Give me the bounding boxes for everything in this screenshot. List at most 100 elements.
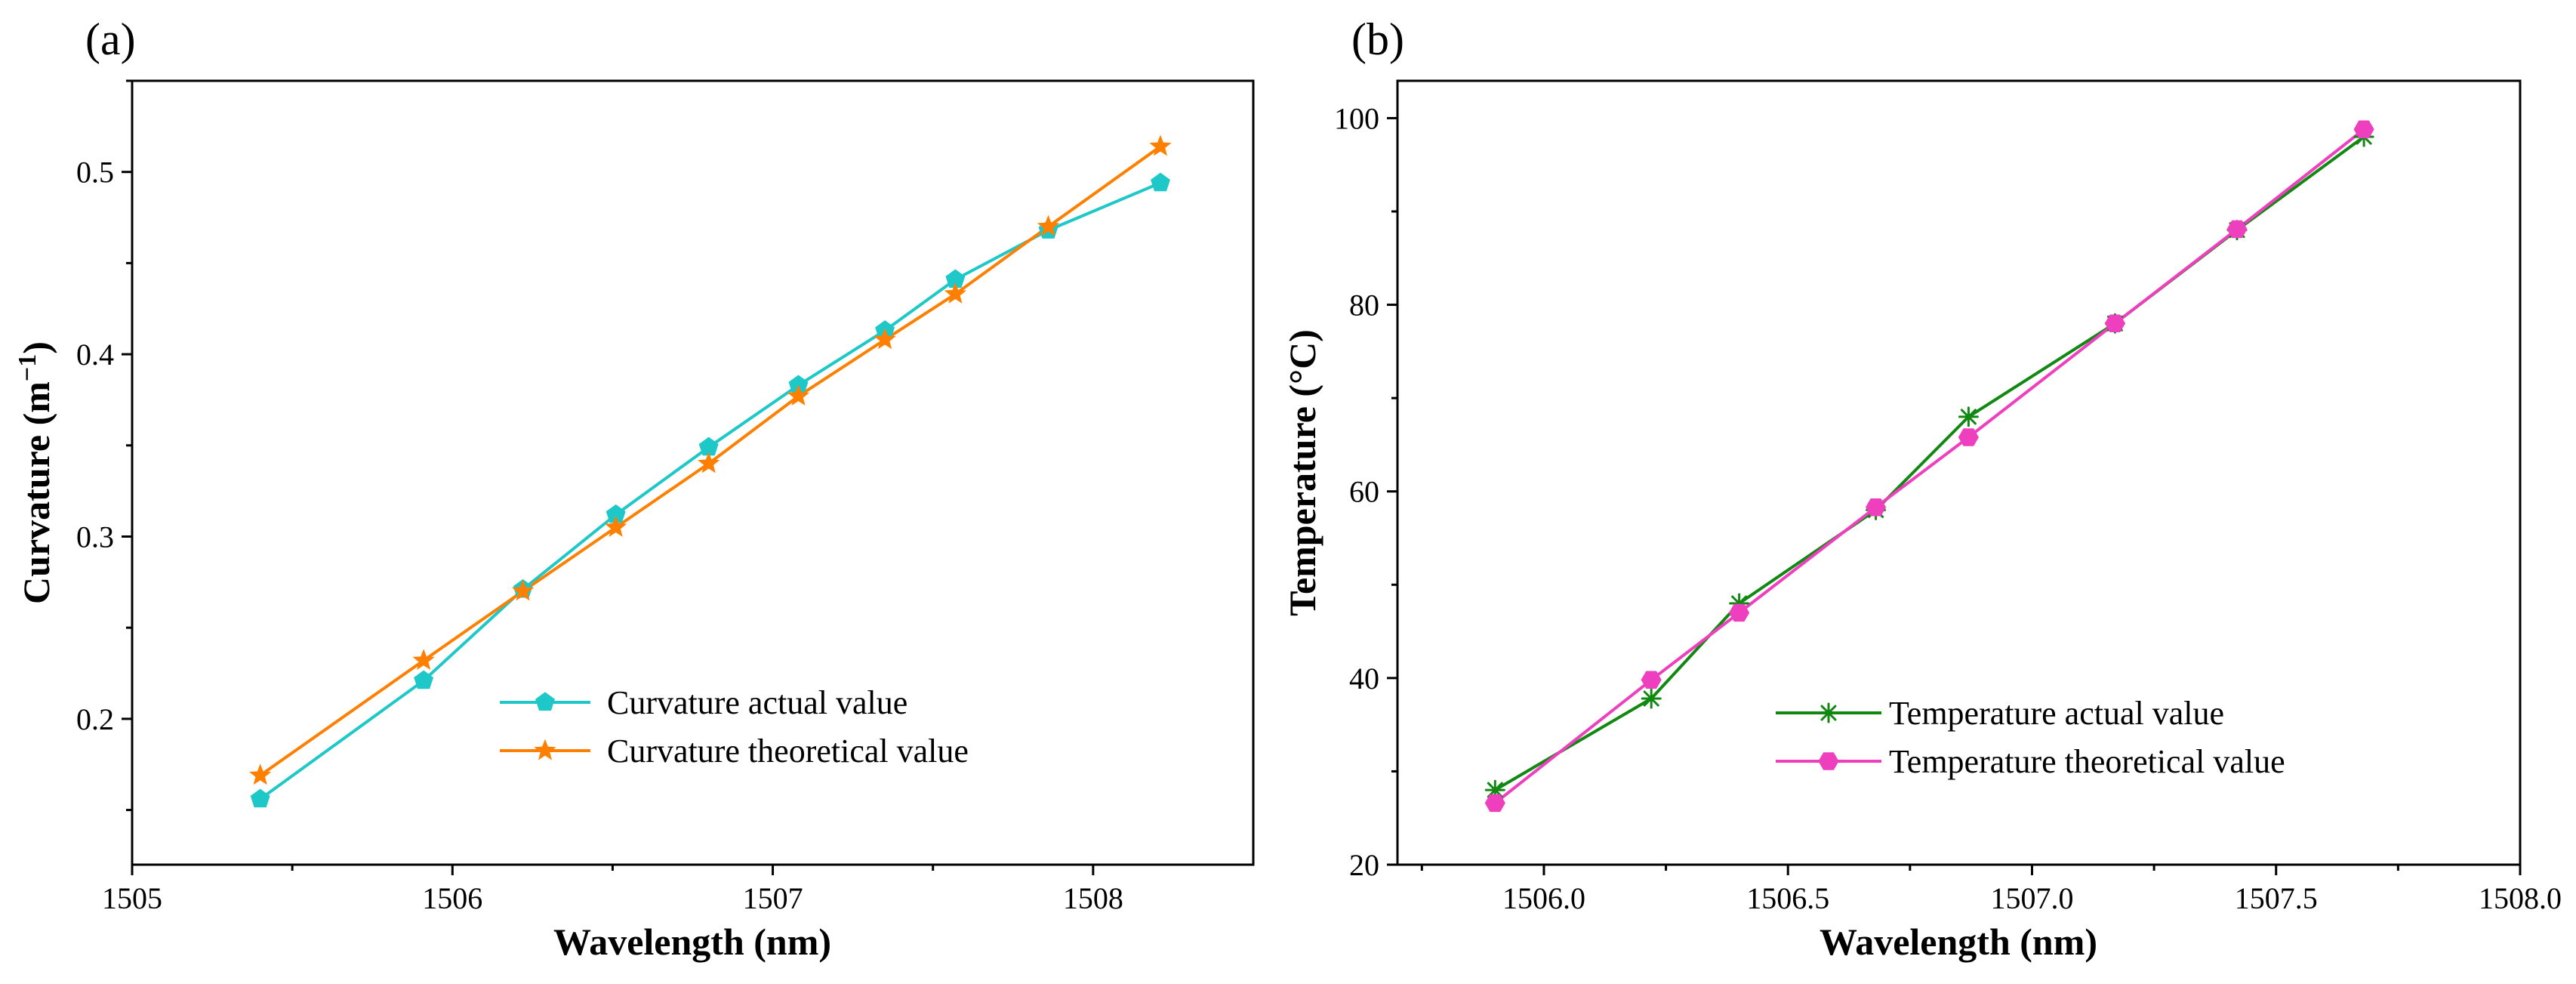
panel-a-y-axis-label-close: )	[15, 341, 57, 354]
panel-a-y-tick-label: 0.3	[76, 520, 114, 554]
panel-b-legend-marker-theoretical	[1818, 752, 1839, 770]
panel-a-y-ticks: 0.2 0.3 0.4 0.5	[76, 79, 132, 812]
panel-b-series	[1484, 120, 2374, 813]
panel-a-legend-marker-actual	[535, 692, 555, 711]
panel-b-x-tick-label: 1507.5	[2235, 881, 2318, 915]
panel-a-series-theoretical-marker	[944, 282, 967, 304]
panel-b-x-tick-label: 1508.0	[2479, 881, 2562, 915]
panel-b-legend-row-actual: Temperature actual value	[1776, 695, 2224, 732]
panel-b-y-tick-label: 40	[1349, 662, 1379, 696]
panel-b-series-theoretical-point	[1866, 498, 1887, 517]
panel-a-series-actual-point	[250, 788, 270, 808]
panel-b-legend-marker-shape	[1818, 702, 1839, 723]
panel-a-series-actual-marker	[250, 788, 270, 808]
panel-b-y-tick-label: 60	[1349, 475, 1379, 509]
panel-a-series-theoretical-point	[944, 282, 967, 304]
panel-a-series-actual-marker	[414, 670, 434, 689]
panel-a-y-axis-label-main: Curvature (m	[15, 381, 57, 604]
panel-a-series-theoretical-point	[1149, 134, 1172, 156]
panel-b-x-tick-label: 1507.0	[1990, 881, 2073, 915]
panel-a-series-theoretical-marker	[698, 452, 720, 473]
panel-a-series-theoretical-marker	[511, 579, 535, 601]
panel-a-y-tick-label: 0.2	[76, 702, 114, 736]
panel-a-legend: Curvature actual value Curvature theoret…	[500, 684, 969, 770]
panel-b-chart: (b) 1506.0 1506.5 1507.0 1507.5 1508.0 20 40 6…	[1281, 14, 2562, 963]
panel-a-series-actual-marker	[1151, 172, 1170, 192]
panel-b-label: (b)	[1351, 14, 1404, 64]
panel-a-series-theoretical-marker	[787, 384, 810, 406]
panel-a-legend-label-theoretical: Curvature theoretical value	[607, 733, 969, 770]
panel-b-legend-marker-shape	[1818, 752, 1839, 770]
panel-a-x-tick-label: 1506	[422, 881, 482, 915]
panel-a-series	[249, 134, 1172, 808]
panel-b-series-theoretical-point	[1641, 671, 1662, 689]
panel-a-series-theoretical-point	[605, 516, 627, 537]
panel-a-legend-marker-shape	[535, 692, 555, 711]
panel-a-series-theoretical-point	[874, 328, 896, 350]
panel-b-x-tick-label: 1506.5	[1746, 881, 1829, 915]
panel-b-legend-row-theoretical: Temperature theoretical value	[1776, 743, 2285, 780]
panel-b-series-theoretical-point	[1729, 603, 1750, 622]
panel-a-y-axis-label: Curvature (m−1)	[14, 341, 57, 604]
panel-a-series-theoretical-point	[249, 763, 272, 785]
panel-b-x-ticks: 1506.0 1506.5 1507.0 1507.5 1508.0	[1420, 865, 2562, 915]
panel-b-series-theoretical-marker	[1958, 428, 1979, 446]
panel-b-series-actual-marker	[1641, 688, 1662, 709]
panel-b-series-theoretical-point	[2104, 314, 2125, 333]
panel-a-x-tick-label: 1508	[1063, 881, 1123, 915]
panel-a-series-theoretical-marker	[1037, 214, 1060, 236]
panel-b-y-tick-label: 20	[1349, 848, 1379, 882]
panel-a-chart: (a) 1505 1506 1507 1508 0.2 0.3 0.4 0.5 Wavele…	[14, 14, 1255, 963]
panel-a-series-actual-point	[1151, 172, 1170, 192]
panel-a-legend-marker-theoretical	[534, 739, 556, 760]
panel-b-plot-frame	[1396, 79, 2522, 866]
panel-b-y-axis-label-main: Temperature (°C)	[1281, 329, 1323, 616]
panel-b-legend-label-actual: Temperature actual value	[1889, 695, 2224, 732]
panel-b-series-theoretical-marker	[2226, 220, 2248, 239]
panel-a-x-tick-label: 1507	[743, 881, 803, 915]
panel-a-series-theoretical-marker	[874, 328, 896, 350]
panel-a-y-tick-label: 0.4	[76, 338, 114, 372]
panel-b-series-theoretical-marker	[2353, 120, 2374, 139]
panel-a-series-theoretical-point	[787, 384, 810, 406]
panel-b-series-theoretical-point	[1958, 428, 1979, 446]
panel-a-legend-marker-shape	[534, 739, 556, 760]
panel-a-series-theoretical-point	[698, 452, 720, 473]
panel-b-series-theoretical-marker	[1641, 671, 1662, 689]
panel-a-legend-label-actual: Curvature actual value	[607, 684, 907, 721]
panel-a-series-theoretical-point	[412, 649, 435, 671]
panel-b-series-theoretical-marker	[1729, 603, 1750, 622]
panel-b-series-theoretical-point	[1484, 794, 1505, 813]
panel-a-y-tick-label: 0.5	[76, 156, 114, 190]
panel-b-x-axis-label: Wavelength (nm)	[1820, 921, 2097, 963]
panel-b-series-actual-marker	[1958, 406, 1979, 427]
panel-a-series-actual-line	[259, 181, 1161, 800]
panel-a-series-theoretical-marker	[1149, 134, 1172, 156]
panel-b-y-axis-label: Temperature (°C)	[1281, 329, 1323, 616]
panel-b-series-theoretical-marker	[1866, 498, 1887, 517]
panel-a-legend-row-theoretical: Curvature theoretical value	[500, 733, 969, 770]
panel-b-legend: Temperature actual value Temperature the…	[1776, 695, 2285, 780]
panel-b-series-actual-point	[1641, 688, 1662, 709]
panel-b-legend-label-theoretical: Temperature theoretical value	[1889, 743, 2285, 780]
panel-a-series-theoretical-marker	[412, 649, 435, 671]
panel-a-x-axis-label: Wavelength (nm)	[553, 921, 831, 963]
panel-b-series-theoretical-marker	[1484, 794, 1505, 813]
panel-a-series-theoretical-line	[259, 145, 1162, 777]
panel-b-y-tick-label: 100	[1334, 101, 1379, 135]
panel-a-x-tick-label: 1505	[102, 881, 162, 915]
panel-b-series-theoretical-marker	[2104, 314, 2125, 333]
panel-a-label: (a)	[85, 14, 136, 64]
panel-b-x-tick-label: 1506.0	[1502, 881, 1585, 915]
panel-a-plot-frame	[131, 79, 1255, 866]
panel-a-series-theoretical-marker	[605, 516, 627, 537]
panel-b-series-theoretical-point	[2353, 120, 2374, 139]
panel-b-y-ticks: 20 40 60 80 100	[1334, 101, 1397, 882]
panel-b-series-theoretical-line	[1494, 128, 2365, 804]
panel-a-series-actual-point	[414, 670, 434, 689]
panel-a-y-axis-label-sup: −1	[14, 354, 42, 381]
panel-b-legend-marker-actual	[1818, 702, 1839, 723]
panel-a-x-ticks: 1505 1506 1507 1508	[102, 865, 1123, 915]
panel-b-series-theoretical-point	[2226, 220, 2248, 239]
